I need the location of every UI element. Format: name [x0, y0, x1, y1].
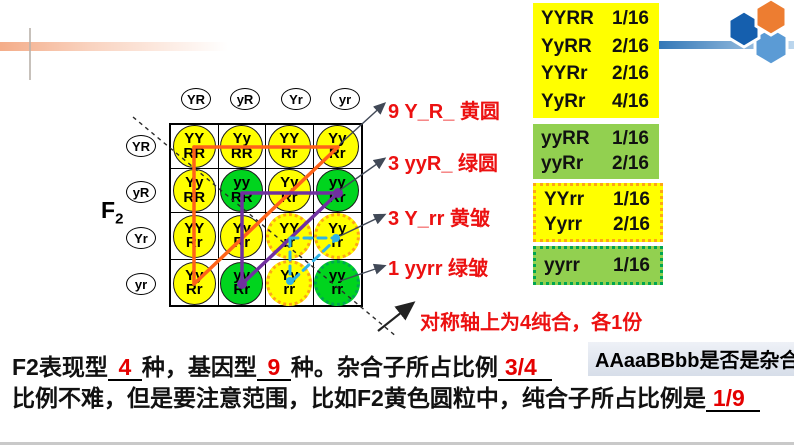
punnett-cell: yy rr [314, 260, 362, 306]
legend-row: Yyrr 2/16 [544, 213, 650, 235]
punnett-cell: Yy Rr [171, 260, 219, 306]
answer-homozygote-ratio: 1/9 [705, 386, 760, 413]
f2-generation-label: F2 [101, 197, 124, 228]
bottom-divider [0, 442, 794, 445]
punnett-cell: Yy RR [218, 125, 266, 169]
punnett-cell: Yy Rr [313, 125, 361, 169]
legend-row: YYRr 2/16 [541, 63, 649, 85]
symmetry-note-arrow [377, 301, 416, 332]
phenotype-note-green-wrinkled: 1 yyrr 绿皱 [388, 258, 489, 280]
legend-row: yyRR 1/16 [541, 127, 649, 149]
punnett-cell: YY Rr [266, 125, 314, 169]
blue-line [654, 41, 794, 49]
punnett-cell: Yy Rr [218, 213, 266, 260]
gamete-col-3: Yr [281, 88, 311, 110]
answer-heterozygote-ratio: 3/4 [497, 355, 552, 382]
hexagon-logo [654, 0, 794, 67]
summary-text: 比例不难，但是要注意范围，比如F2黄色圆粒中，纯合子所占比例是 [12, 385, 706, 411]
legend-box-yellow-wrinkled: YYrr 1/16 Yyrr 2/16 [533, 183, 663, 242]
punnett-cell: YY Rr [171, 213, 219, 260]
answer-genotype-count: 9 [256, 355, 291, 382]
legend-box-green-wrinkled: yyrr 1/16 [533, 246, 663, 285]
punnett-cell: Yy Rr [266, 169, 314, 213]
legend-row: YyRR 2/16 [541, 35, 649, 57]
symmetry-axis-note: 对称轴上为4纯合，各1份 [420, 312, 643, 334]
punnett-cell: Yy rr [313, 213, 361, 260]
summary-text: 种。杂合子所占比例 [290, 354, 498, 380]
legend-box-green-round: yyRR 1/16 yyRr 2/16 [533, 124, 659, 179]
punnett-cell: Yy RR [171, 169, 219, 213]
punnett-cell: yy Rr [219, 260, 266, 306]
legend-box-yellow-round: YYRR 1/16 YyRR 2/16 YYRr 2/16 YyRr 4/16 [533, 3, 659, 118]
punnett-grid: YY RR Yy RR YY Rr Yy Rr Yy RR yy RR Yy Rr yy Rr … [169, 123, 363, 307]
summary-line-1: F2表现型 4 种，基因型 9 种。杂合子所占比例 3/4 [12, 348, 552, 382]
phenotype-note-yellow-round: 9 Y_R_ 黄圆 [388, 101, 500, 123]
legend-row: YyRr 4/16 [541, 91, 649, 113]
gamete-row-2: yR [126, 181, 156, 203]
top-left-accent-stripe [0, 42, 228, 51]
side-question-box: AAaaBBbb是否是杂合? [588, 342, 794, 376]
answer-phenotype-count: 4 [107, 355, 142, 382]
legend-row: yyRr 2/16 [541, 153, 649, 175]
top-left-vertical-line [29, 28, 31, 80]
punnett-cell: YY RR [171, 125, 219, 169]
gamete-row-3: Yr [126, 227, 156, 249]
gamete-col-1: YR [181, 88, 211, 110]
punnett-cell: Yy rr [266, 260, 314, 306]
orange-hexagon-icon [754, 0, 788, 37]
gamete-row-4: yr [126, 273, 156, 295]
phenotype-note-yellow-wrinkled: 3 Y_rr 黄皱 [388, 208, 490, 230]
summary-text: F2表现型 [12, 354, 108, 380]
legend-row: YYRR 1/16 [541, 7, 649, 29]
legend-row: YYrr 1/16 [544, 189, 650, 211]
legend-row: yyrr 1/16 [544, 254, 650, 276]
gamete-col-2: yR [230, 88, 260, 110]
gamete-col-4: yr [330, 88, 360, 110]
phenotype-note-green-round: 3 yyR_ 绿圆 [388, 153, 499, 175]
punnett-cell: yy Rr [313, 169, 361, 213]
punnett-cell: YY rr [266, 213, 314, 260]
gamete-row-1: YR [126, 135, 156, 157]
summary-line-2: 比例不难，但是要注意范围，比如F2黄色圆粒中，纯合子所占比例是 1/9 [12, 379, 760, 413]
punnett-cell: yy RR [218, 169, 266, 213]
summary-text: 种，基因型 [141, 354, 257, 380]
